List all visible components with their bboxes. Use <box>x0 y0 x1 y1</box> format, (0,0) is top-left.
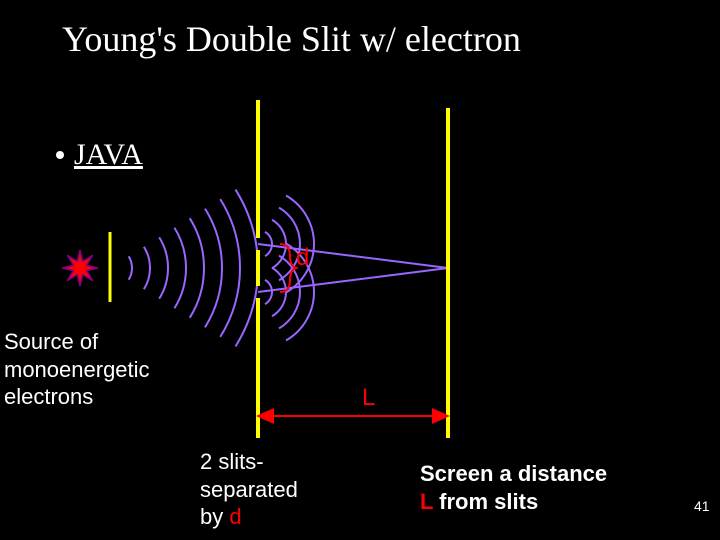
d-label: d <box>296 244 309 272</box>
source-label: Source ofmonoenergeticelectrons <box>4 328 150 411</box>
double-slit-diagram <box>0 0 720 540</box>
slide-number: 41 <box>694 498 710 514</box>
slits-label: 2 slits-separatedby d <box>200 448 298 531</box>
screen-label: Screen a distanceL from slits <box>420 460 607 515</box>
l-label: L <box>362 384 375 412</box>
